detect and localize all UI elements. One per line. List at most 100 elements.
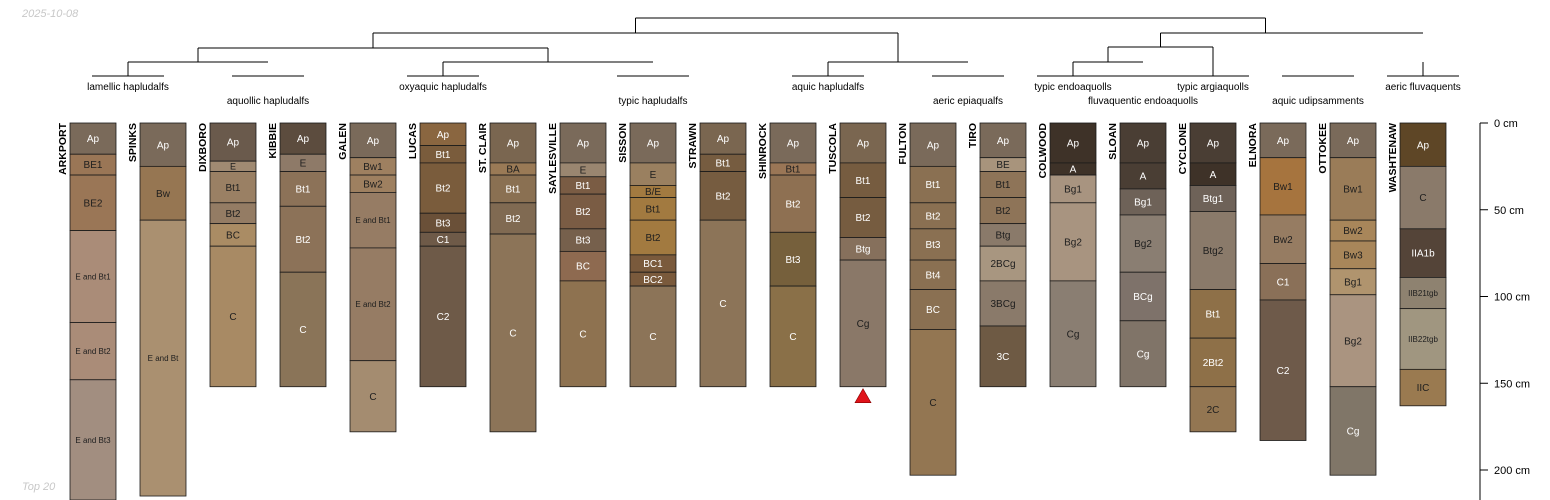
horizon-label: E and Bt [148,354,179,363]
horizon-label: Ap [87,134,100,145]
profile-name: DIXBORO [197,123,209,172]
horizon-label: Bw [156,189,171,200]
horizon-label: E [300,159,307,170]
horizon [909,122,957,167]
horizon [69,122,117,155]
profile-name: KIBBIE [267,123,279,159]
horizon-label: Bt2 [855,213,870,224]
horizon-label: Ap [1207,139,1220,150]
group-labels: lamellic hapludalfs aquollic hapludalfs ox… [87,82,1461,107]
horizon-label: Bt1 [575,181,590,192]
horizon-label: C [229,312,236,323]
horizon [1119,122,1167,164]
horizon-label: Ap [787,139,800,150]
horizon-label: Bt3 [435,218,450,229]
profile-name: GALEN [337,123,349,160]
horizon-label: IIB21tgb [1408,289,1438,298]
horizon-label: E and Bt2 [75,347,111,356]
horizon [1189,185,1237,212]
horizon-label: C1 [437,235,450,246]
horizon [839,162,887,199]
horizon [1399,165,1447,230]
profile-colwood: COLWOOD Ap A Bg1 Bg2 Cg [1037,123,1097,388]
horizon [1329,122,1377,159]
profile-tuscola: TUSCOLA Ap Bt1 Bt2 Btg Cg [827,123,887,388]
horizon [559,280,607,388]
horizon [69,230,117,323]
horizon [349,360,397,433]
horizon [1049,202,1097,282]
group-label: typic argiaquolls [1177,82,1249,93]
profile-name: CYCLONE [1177,123,1189,174]
horizon [559,250,607,282]
group-label: typic hapludalfs [619,96,688,107]
horizon-label: IIA1b [1411,249,1435,260]
profile-spinks: SPINKS Ap Bw E and Bt [127,122,187,497]
horizon-label: Ap [1347,136,1360,147]
profile-st-clair: ST. CLAIR Ap BA Bt1 Bt2 C [477,123,537,433]
group-label: aeric epiaqualfs [933,96,1003,107]
horizon-label: Bt2 [295,235,310,246]
horizon [979,325,1027,388]
axis-tick-label: 200 cm [1494,465,1530,477]
profile-dixboro: DIXBORO Ap E Bt1 Bt2 BC C [197,122,257,388]
horizon-label: C [929,398,936,409]
horizon [839,259,887,388]
profile-name: SLOAN [1107,123,1119,160]
horizon [1399,228,1447,278]
horizon [209,171,257,204]
horizon-label: Bt2 [645,233,660,244]
horizon [1189,211,1237,290]
horizon [979,245,1027,282]
horizon [349,191,397,249]
horizon-label: Ap [997,136,1010,147]
horizon [1119,271,1167,322]
dendrogram [92,17,1459,77]
profile-name: COLWOOD [1037,123,1049,179]
horizon-label: Bw1 [1343,185,1363,196]
axis-tick-label: 50 cm [1494,205,1524,217]
horizon-label: Bw3 [1343,250,1363,261]
horizon [1119,188,1167,216]
horizon-label: BC [576,262,590,273]
horizon-label: Ap [927,140,940,151]
horizon [419,162,467,214]
horizon [279,122,327,155]
horizon-label: Btg1 [1203,194,1224,205]
horizon-label: 2C [1207,405,1220,416]
horizon-label: Ap [297,134,310,145]
horizon-label: Ap [1137,139,1150,150]
horizon-label: C [369,392,376,403]
profile-washtenaw: WASHTENAW Ap C IIA1b IIB21tgb IIB22tgb IIC [1387,122,1447,407]
horizon-label: E and Bt1 [75,272,111,281]
horizon-label: BE2 [84,198,103,209]
horizon [1189,289,1237,339]
axis-tick-label: 100 cm [1494,292,1530,304]
soil-profiles: ARKPORT Ap BE1 BE2 E and Bt1 E and Bt2 E and B… [57,122,1447,500]
profile-name: OTTOKEE [1317,123,1329,174]
horizon [1329,240,1377,270]
horizon-label: Bw1 [1273,182,1293,193]
horizon [979,280,1027,327]
horizon [769,174,817,233]
horizon [629,122,677,164]
horizon-label: Bt2 [225,209,240,220]
horizon [1189,386,1237,433]
horizon-label: C [789,332,796,343]
horizon-label: Bt2 [575,207,590,218]
horizon [979,197,1027,225]
depth-marker-triangle [854,388,872,404]
horizon-label: C1 [1277,277,1290,288]
horizon-label: BC1 [643,259,663,270]
profile-name: ST. CLAIR [477,123,489,174]
horizon-label: Cg [1137,349,1150,360]
horizon [769,122,817,164]
horizon-label: Bt1 [855,176,870,187]
horizon-label: Bt1 [995,180,1010,191]
horizon-label: Bt2 [995,206,1010,217]
horizon-label: Bt1 [715,159,730,170]
horizon-label: Bt1 [785,165,800,176]
horizon-label: E and Bt2 [355,300,391,309]
horizon [1259,122,1307,159]
horizon-label: Ap [647,139,660,150]
